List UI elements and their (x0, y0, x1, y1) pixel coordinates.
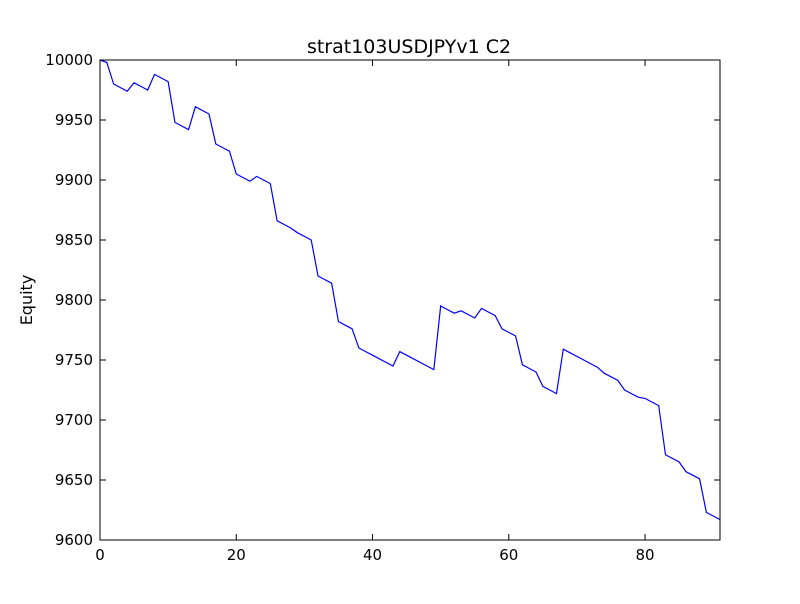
plot-area-frame (99, 59, 721, 541)
y-tick-label: 9950 (55, 111, 93, 129)
equity-series-line (99, 59, 721, 521)
y-tick-label: 9900 (55, 171, 93, 189)
y-tick-label: 9600 (55, 531, 93, 549)
y-tick-label: 9850 (55, 231, 93, 249)
x-tick-label: 0 (95, 546, 105, 564)
x-tick-label: 20 (227, 546, 246, 564)
chart-title: strat103USDJPYv1 C2 (307, 36, 511, 58)
y-tick-label: 9750 (55, 351, 93, 369)
y-tick-label: 9700 (55, 411, 93, 429)
y-tick-label: 9650 (55, 471, 93, 489)
y-axis-title: Equity (17, 275, 36, 326)
y-tick-label: 10000 (45, 51, 93, 69)
tick-labels: 0 20 40 60 80 9600 9650 9700 9750 9800 9850 9900 995… (45, 51, 654, 564)
y-tick-label: 9800 (55, 291, 93, 309)
x-tick-label: 60 (499, 546, 518, 564)
x-tick-label: 80 (636, 546, 655, 564)
x-tick-label: 40 (363, 546, 382, 564)
axis-ticks (99, 59, 720, 541)
